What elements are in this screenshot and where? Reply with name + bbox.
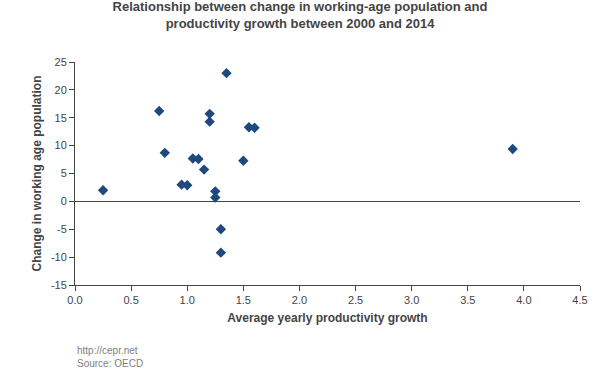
svg-text:4.0: 4.0 [516, 294, 531, 306]
svg-text:5: 5 [61, 167, 67, 179]
svg-text:3.0: 3.0 [404, 294, 419, 306]
svg-text:25: 25 [55, 56, 67, 68]
svg-text:4.5: 4.5 [572, 294, 587, 306]
svg-text:20: 20 [55, 84, 67, 96]
svg-text:Change in working age populati: Change in working age population [30, 75, 44, 271]
svg-text:15: 15 [55, 112, 67, 124]
svg-text:3.5: 3.5 [460, 294, 475, 306]
svg-text:-15: -15 [51, 279, 67, 291]
svg-text:0: 0 [61, 195, 67, 207]
svg-text:0.0: 0.0 [67, 294, 82, 306]
svg-text:Average yearly productivity gr: Average yearly productivity growth [227, 311, 427, 325]
svg-text:-5: -5 [57, 223, 67, 235]
svg-text:-10: -10 [51, 251, 67, 263]
svg-text:2.5: 2.5 [348, 294, 363, 306]
svg-text:10: 10 [55, 139, 67, 151]
svg-text:http://cepr.netSource: OECD: http://cepr.netSource: OECD [77, 345, 143, 369]
svg-text:1.0: 1.0 [180, 294, 195, 306]
svg-text:0.5: 0.5 [123, 294, 138, 306]
svg-text:Relationship between change in: Relationship between change in working-a… [113, 0, 488, 31]
svg-text:2.0: 2.0 [292, 294, 307, 306]
svg-text:1.5: 1.5 [236, 294, 251, 306]
